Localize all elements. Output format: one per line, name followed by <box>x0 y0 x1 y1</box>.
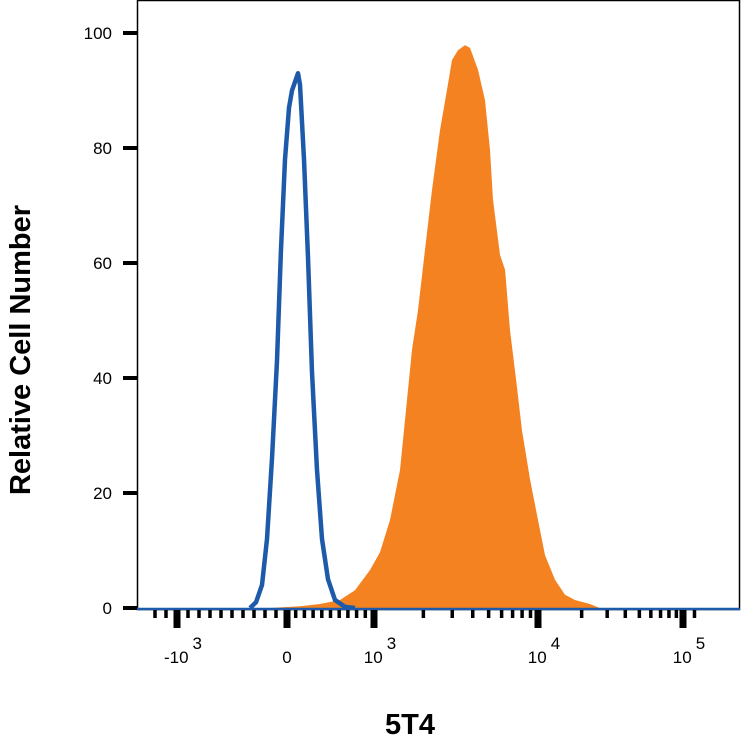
x-axis-label: 5T4 <box>385 709 435 741</box>
x-tick-exponent: 3 <box>387 634 396 653</box>
series-area-0 <box>269 45 600 609</box>
y-tick-label: 100 <box>84 24 112 43</box>
x-tick-exponent: 4 <box>551 634 560 653</box>
x-tick-base: 10 <box>673 648 692 667</box>
x-tick-label: -103 <box>164 634 202 667</box>
y-axis-label: Relative Cell Number <box>5 205 37 495</box>
x-tick-label: 103 <box>364 634 396 667</box>
series-layer <box>248 45 600 611</box>
x-tick-label: 104 <box>528 634 560 667</box>
y-tick-label: 20 <box>93 484 112 503</box>
x-tick-base: 0 <box>282 648 291 667</box>
x-tick-exponent: 5 <box>696 634 705 653</box>
x-tick-base: 10 <box>528 648 547 667</box>
y-axis: 0 20 40 60 80 100 <box>84 24 137 618</box>
x-tick-base: -10 <box>164 648 189 667</box>
y-tick-label: 80 <box>93 139 112 158</box>
x-tick-base: 10 <box>364 648 383 667</box>
y-tick-label: 60 <box>93 254 112 273</box>
x-tick-label: 0 <box>282 648 291 667</box>
x-tick-label: 105 <box>673 634 705 667</box>
x-tick-exponent: 3 <box>193 634 202 653</box>
y-tick-label: 0 <box>103 599 112 618</box>
series-line-1 <box>248 71 356 611</box>
y-tick-label: 40 <box>93 369 112 388</box>
